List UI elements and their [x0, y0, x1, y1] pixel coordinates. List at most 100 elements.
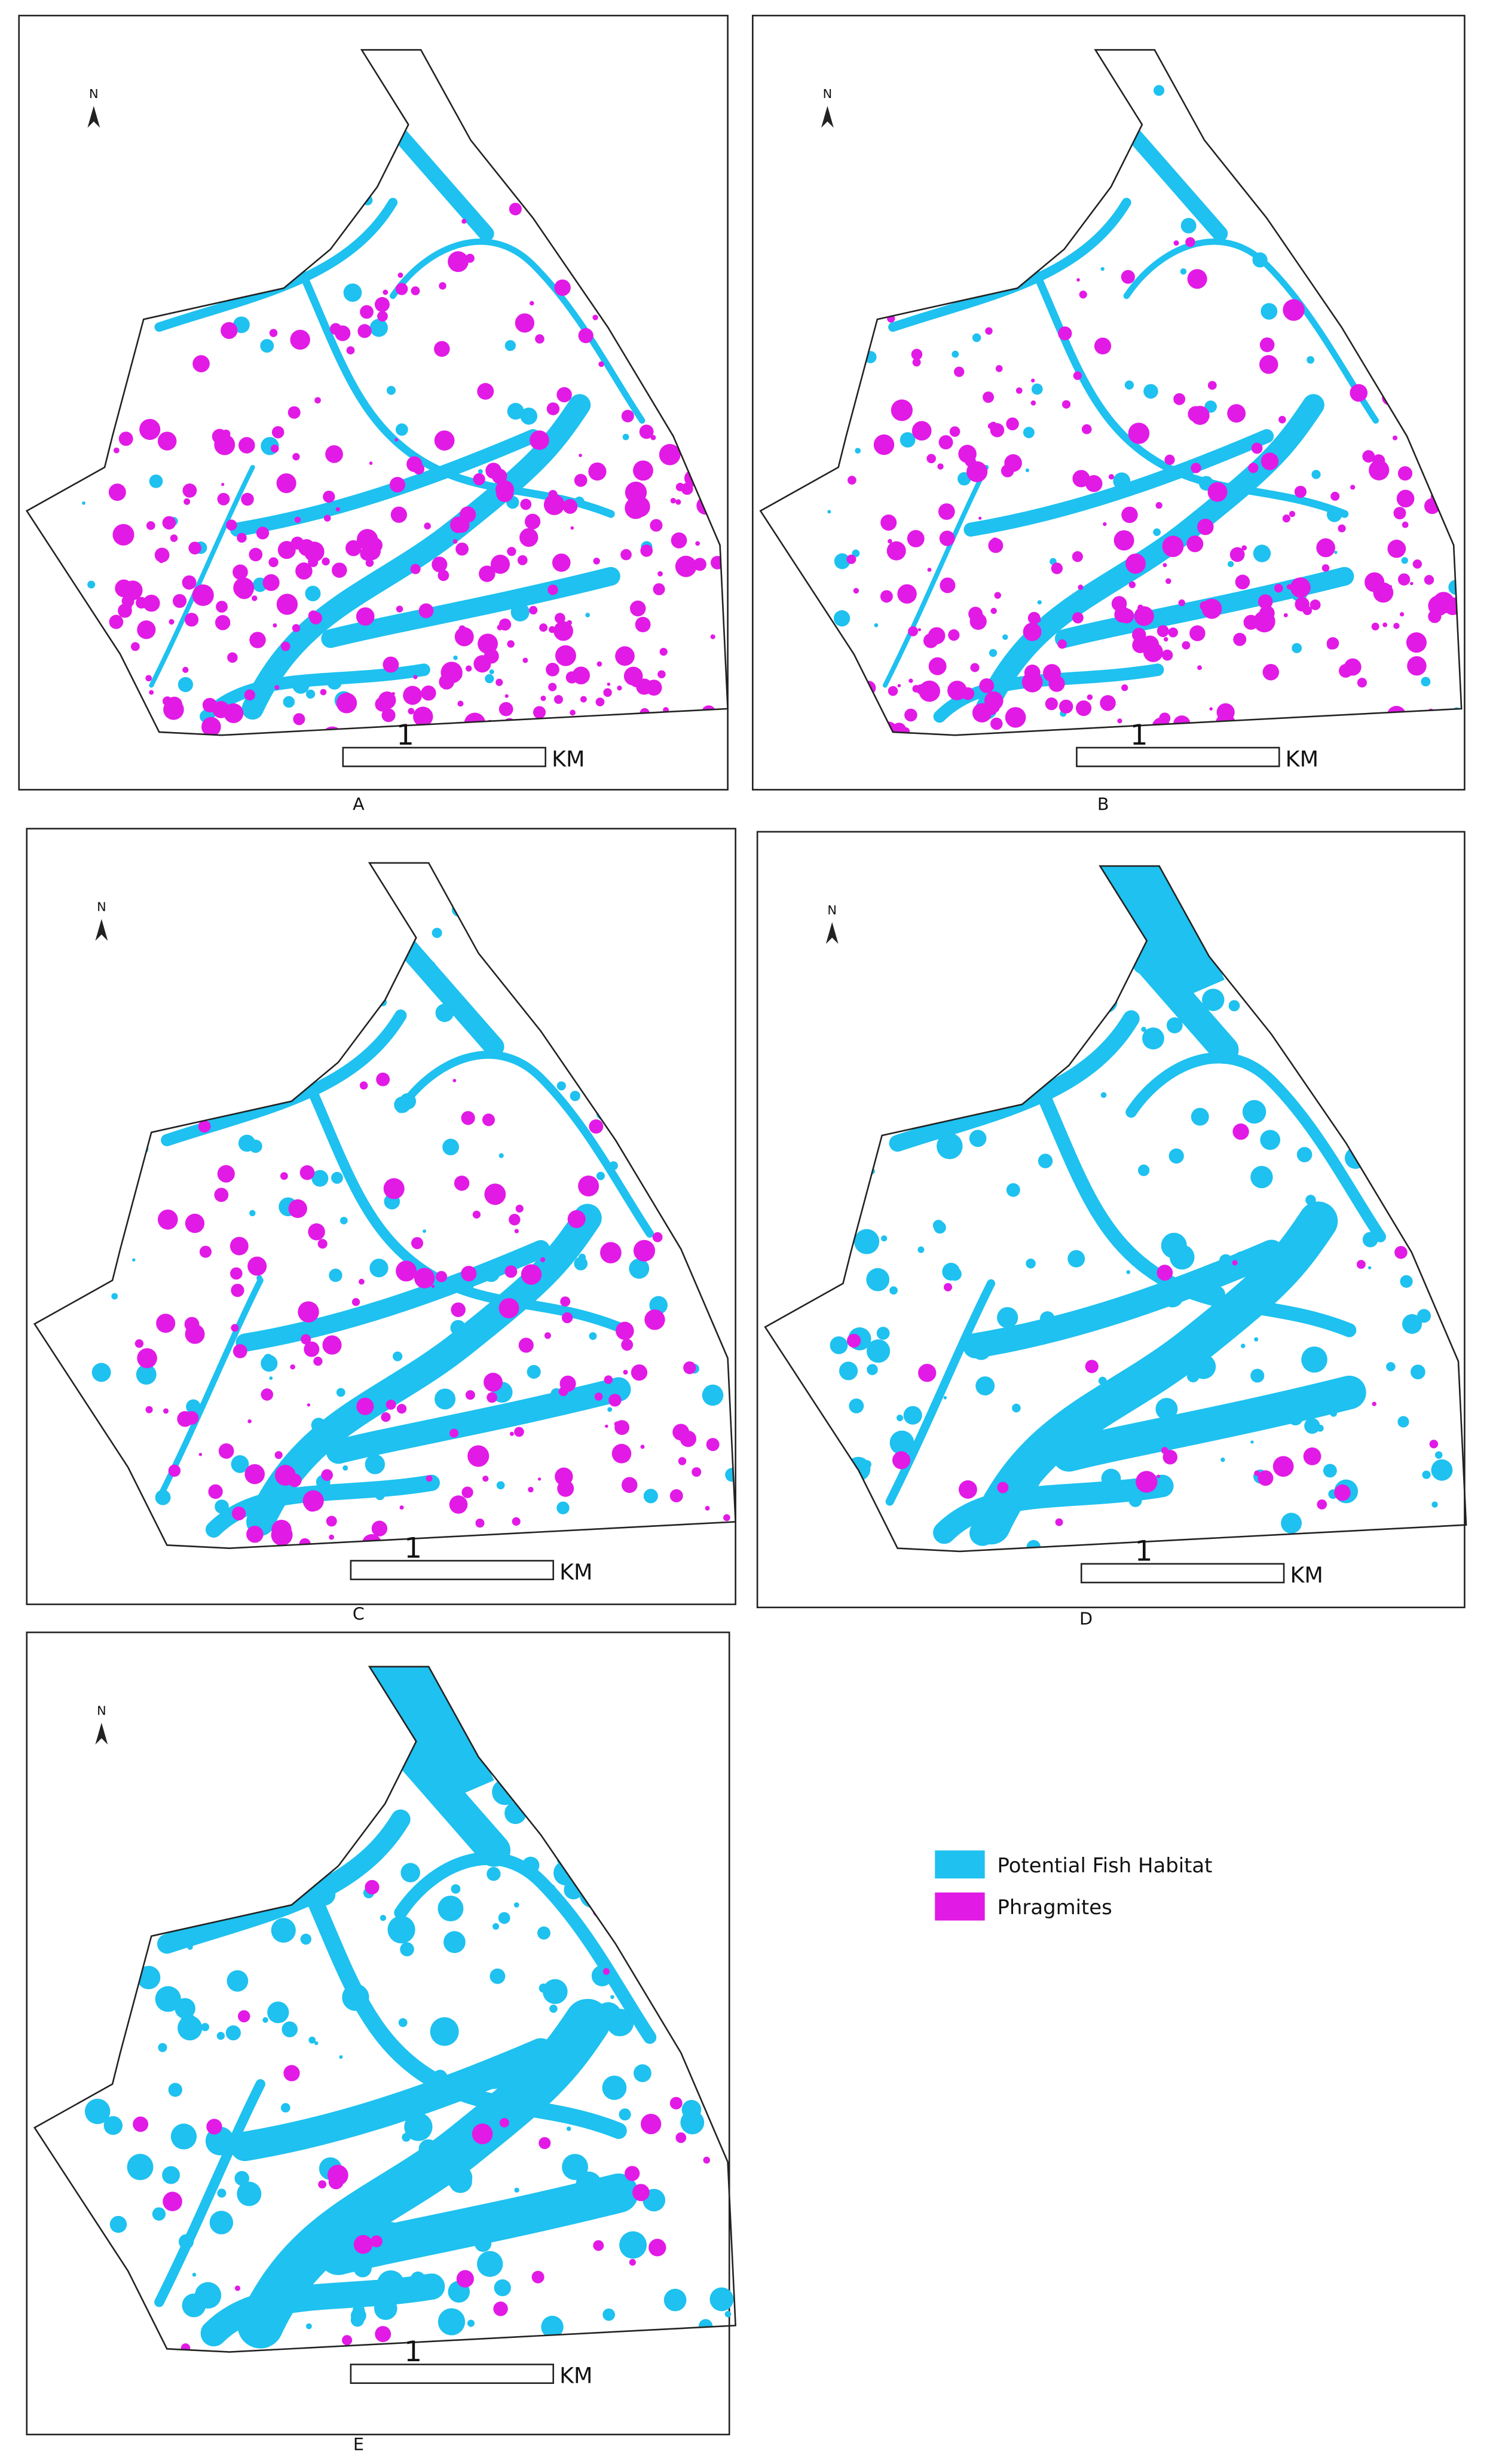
phragmites-patch — [249, 632, 266, 648]
water-patch — [1311, 470, 1321, 479]
water-patch — [225, 2025, 241, 2041]
phragmites-patch — [457, 700, 464, 707]
phragmites-patch — [1114, 606, 1131, 623]
phragmites-patch — [1283, 299, 1305, 321]
water-patch — [1307, 356, 1314, 364]
water-channel — [1052, 1375, 1366, 1472]
water-patch — [168, 2083, 182, 2097]
phragmites-patch — [1258, 1470, 1274, 1486]
phragmites-patch — [221, 322, 238, 339]
phragmites-patch — [234, 2285, 241, 2291]
water-patch — [570, 1091, 580, 1101]
phragmites-patch — [1059, 699, 1073, 714]
phragmites-patch — [1272, 1456, 1294, 1477]
phragmites-patch — [562, 499, 578, 514]
phragmites-patch — [329, 1534, 334, 1540]
water-patch — [393, 1351, 403, 1361]
water-patch — [249, 1210, 256, 1217]
phragmites-patch — [1394, 1245, 1408, 1259]
water-patch — [484, 2068, 504, 2089]
water-channel — [889, 1010, 1140, 1152]
water-patch — [975, 1376, 995, 1395]
phragmites-patch — [1136, 1471, 1158, 1493]
phragmites-patch — [1051, 562, 1063, 574]
phragmites-patch — [1428, 610, 1442, 623]
phragmites-patch — [487, 1392, 497, 1403]
north-arrow — [95, 919, 108, 941]
water-patch — [917, 1246, 925, 1253]
water-patch — [269, 1376, 273, 1381]
phragmites-patch — [308, 1223, 325, 1241]
phragmites-patch — [617, 685, 622, 691]
phragmites-patch — [1190, 406, 1210, 426]
phragmites-patch — [479, 565, 495, 582]
phragmites-patch — [605, 1424, 608, 1428]
phragmites-patch — [623, 1370, 628, 1375]
phragmites-patch — [1330, 491, 1340, 501]
phragmites-patch — [292, 624, 301, 632]
water-channel — [1015, 1042, 1357, 1337]
phragmites-patch — [616, 1321, 634, 1340]
water-channel — [1125, 1052, 1387, 1242]
water-patch — [421, 960, 436, 975]
phragmites-patch — [641, 2113, 662, 2135]
map-panel: N 1 KM — [26, 828, 736, 1605]
phragmites-patch — [1410, 581, 1414, 586]
water-patch — [1323, 1464, 1337, 1478]
phragmites-patch — [356, 607, 375, 626]
water-patch — [972, 333, 981, 342]
water-patch — [1254, 1337, 1259, 1342]
water-patch — [989, 648, 998, 657]
phragmites-patch — [939, 530, 955, 546]
water-patch — [969, 1130, 987, 1147]
water-patch — [1339, 1325, 1348, 1333]
water-patch — [537, 1926, 550, 1940]
water-patch — [387, 385, 396, 395]
phragmites-patch — [1132, 637, 1149, 653]
phragmites-patch — [912, 685, 920, 693]
phragmites-patch — [937, 463, 944, 470]
phragmites-patch — [113, 447, 120, 454]
phragmites-patch — [553, 694, 563, 704]
water-patch — [187, 1944, 193, 1950]
phragmites-patch — [1087, 694, 1093, 700]
water-patch — [866, 1339, 891, 1363]
phragmites-patch — [1259, 605, 1275, 621]
phragmites-patch — [1055, 1518, 1063, 1526]
phragmites-patch — [602, 1968, 610, 1975]
phragmites-patch — [359, 1081, 368, 1090]
phragmites-patch — [552, 553, 571, 572]
phragmites-patch — [399, 1505, 404, 1510]
phragmites-patch — [1075, 700, 1092, 717]
scale-bar — [350, 2364, 555, 2384]
water-patch — [1166, 1017, 1183, 1034]
phragmites-patch — [244, 689, 256, 701]
water-patch — [969, 1520, 996, 1546]
phragmites-patch — [274, 1451, 283, 1459]
water-patch — [432, 928, 442, 938]
phragmites-patch — [1058, 326, 1072, 341]
water-channel — [326, 1377, 631, 1464]
water-patch — [1287, 1410, 1303, 1426]
water-patch — [1219, 1254, 1232, 1268]
phragmites-patch — [632, 2184, 650, 2202]
water-patch — [498, 1912, 510, 1924]
water-patch — [339, 2055, 343, 2059]
phragmites-patch — [262, 574, 280, 591]
map-panel: N 1 KM — [18, 14, 729, 791]
phragmites-patch — [1295, 596, 1310, 612]
phragmites-patch — [1412, 559, 1422, 569]
phragmites-patch — [321, 1469, 334, 1482]
water-patch — [596, 1171, 605, 1180]
phragmites-patch — [596, 661, 602, 667]
phragmites-patch — [130, 642, 140, 651]
water-patch — [496, 1481, 505, 1490]
phragmites-patch — [578, 1176, 599, 1197]
phragmites-patch — [145, 675, 152, 682]
phragmites-patch — [406, 456, 423, 472]
phragmites-patch — [535, 334, 544, 344]
phragmites-patch — [342, 2335, 353, 2346]
water-patch — [91, 1363, 111, 1382]
phragmites-patch — [276, 473, 296, 494]
water-patch — [478, 469, 483, 475]
